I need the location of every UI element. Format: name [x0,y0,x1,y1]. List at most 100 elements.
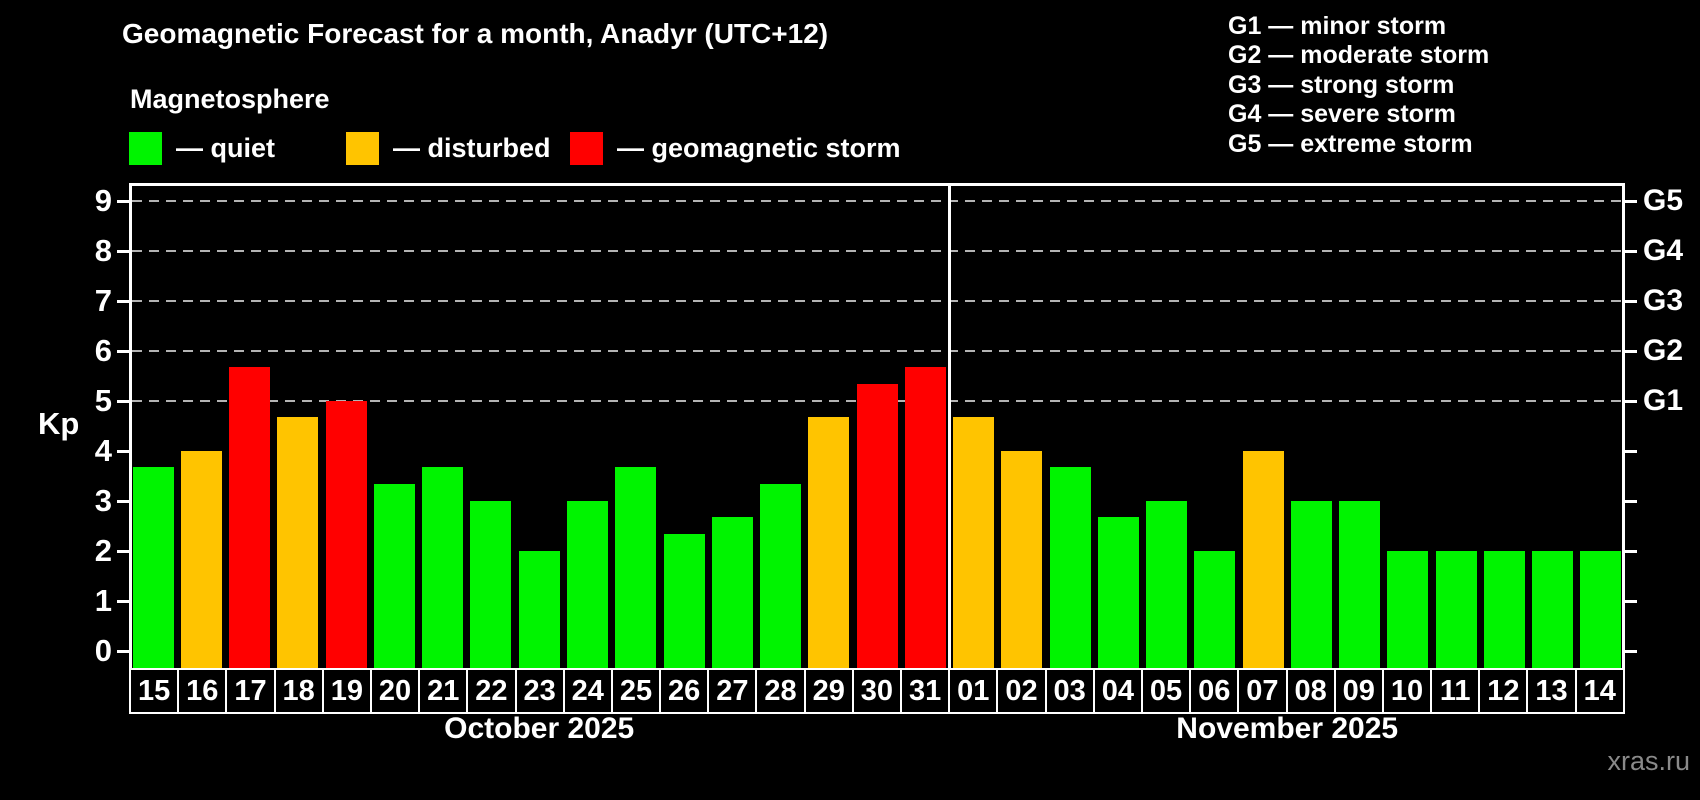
g2-legend-line: G2 — moderate storm [1228,41,1490,70]
date-label-23: 23 [514,668,565,714]
date-label-10: 10 [1381,668,1433,714]
date-label-24: 24 [562,668,613,714]
kp-bar-15 [132,467,174,668]
y-tick-right-1 [1625,600,1637,603]
legend-item-quiet: — quiet [129,130,275,166]
y-tick-left-7 [117,300,129,303]
date-label-11: 11 [1430,668,1481,714]
y-tick-right-8 [1625,250,1637,253]
date-axis: 15 16 17 18 19 20 21 22 23 24 25 26 27 28 29 30 31 01 02 03… [129,668,1625,714]
g-scale-label-g5: G5 [1643,184,1684,217]
kp-bar-29 [808,417,850,668]
kp-bar-28 [760,484,801,668]
kp-bar-22 [470,501,512,668]
legend-label-storm: — geomagnetic storm [617,132,901,163]
date-label-31: 31 [900,668,951,714]
gridline-kp8 [132,250,1622,252]
date-label-14: 14 [1574,668,1625,714]
kp-bar-23 [518,551,560,668]
date-label-06: 06 [1189,668,1240,714]
g4-legend-line: G4 — severe storm [1228,100,1456,129]
plot-top-border [129,183,1625,186]
g-scale-label-g4: G4 [1643,234,1684,267]
date-label-21: 21 [418,668,469,714]
month-labels: October 2025 November 2025 [129,712,1625,754]
legend-label-quiet: — quiet [176,132,275,163]
kp-bar-31 [904,367,946,668]
g5-legend-line: G5 — extreme storm [1228,129,1473,158]
kp-bar-25 [615,467,657,668]
kp-bar-07 [1242,451,1284,668]
y-axis-line [129,183,132,668]
date-label-19: 19 [321,668,372,714]
y-tick-label-7: 7 [94,283,112,318]
g-scale-label-g2: G2 [1643,334,1684,367]
date-label-18: 18 [273,668,324,714]
kp-bar-11 [1435,551,1477,668]
legend-item-storm: — geomagnetic storm [570,130,901,166]
y-tick-label-2: 2 [94,533,112,568]
kp-bar-03 [1049,467,1091,668]
kp-bar-19 [325,401,367,668]
y-axis-title: Kp [38,406,80,441]
date-label-25: 25 [610,668,662,714]
kp-bar-14 [1580,551,1622,668]
date-label-28: 28 [755,668,806,714]
kp-bar-16 [180,451,222,668]
y-tick-label-5: 5 [94,383,112,418]
kp-bar-13 [1532,551,1574,668]
kp-bar-30 [856,384,898,668]
y-tick-left-1 [117,600,129,603]
date-label-03: 03 [1044,668,1095,714]
month-divider [947,183,951,668]
y-tick-left-4 [117,450,129,453]
g3-legend-line: G3 — strong storm [1228,70,1455,99]
kp-bar-04 [1097,517,1139,668]
kp-bar-18 [277,417,319,668]
legend-item-disturbed: — disturbed [346,130,551,166]
kp-bar-17 [229,367,271,668]
y-tick-left-5 [117,400,129,403]
y-tick-right-0 [1625,650,1637,653]
chart-title: Geomagnetic Forecast for a month, Anadyr… [122,18,829,49]
date-label-22: 22 [466,668,517,714]
kp-bar-06 [1194,551,1236,668]
date-label-27: 27 [707,668,758,714]
watermark: xras.ru [1607,746,1690,776]
y-tick-right-7 [1625,300,1637,303]
date-label-29: 29 [803,668,854,714]
kp-bar-09 [1339,501,1381,668]
date-label-26: 26 [659,668,710,714]
y-tick-label-3: 3 [94,483,112,518]
month-label-1: November 2025 [1176,712,1399,745]
y-tick-right-3 [1625,500,1637,503]
date-label-15: 15 [129,668,180,714]
y-tick-left-0 [117,650,129,653]
kp-bar-27 [711,517,753,668]
kp-bar-10 [1387,551,1429,668]
kp-bar-21 [422,467,464,668]
y-tick-label-9: 9 [94,183,112,218]
storm-color-swatch [570,131,603,165]
kp-bar-24 [567,501,608,668]
date-label-17: 17 [225,668,276,714]
g-scale-label-g3: G3 [1643,284,1684,317]
right-axis-line [1622,183,1625,668]
chart-subtitle: Magnetosphere [130,84,330,114]
y-tick-label-0: 0 [94,633,112,668]
y-tick-right-6 [1625,350,1637,353]
date-label-08: 08 [1285,668,1336,714]
kp-bar-chart [129,183,1625,668]
kp-bar-20 [373,484,415,668]
date-label-04: 04 [1092,668,1143,714]
g-scale-label-g1: G1 [1643,384,1684,417]
kp-bar-01 [953,417,994,668]
date-label-01: 01 [948,668,999,714]
date-label-13: 13 [1526,668,1577,714]
kp-bar-26 [663,534,705,668]
y-tick-label-1: 1 [94,583,112,618]
kp-bar-05 [1146,501,1187,668]
y-tick-left-9 [117,200,129,203]
y-tick-left-3 [117,500,129,503]
y-tick-right-5 [1625,400,1637,403]
